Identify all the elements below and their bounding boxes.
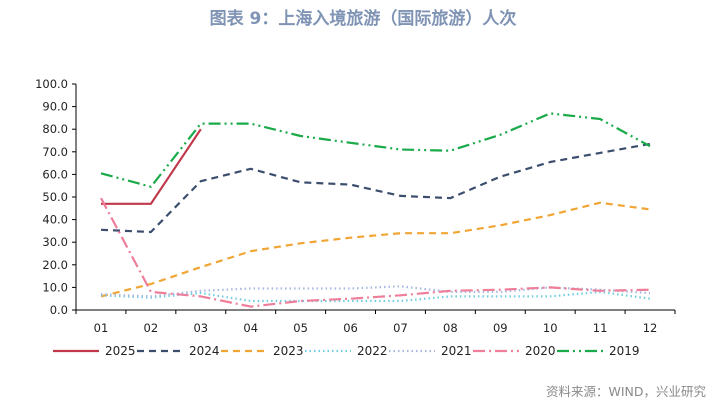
x-tick-label: 09 [493,321,508,335]
series-line-2022 [100,290,651,303]
y-tick-label: 50.0 [42,190,68,204]
y-tick-label: 30.0 [42,235,68,249]
legend-label-2025: 2025 [105,344,136,358]
x-tick-label: 06 [343,321,358,335]
source-note: 资料来源：WIND，兴业研究 [545,384,706,399]
legend-label-2021: 2021 [441,344,472,358]
y-tick-label: 10.0 [42,280,68,294]
x-axis: 01 02 03 04 05 06 07 08 09 10 11 12 [75,309,676,335]
series-line-2025 [101,128,202,205]
x-tick-label: 10 [543,321,558,335]
y-tick-label: 70.0 [42,145,68,159]
legend-label-2024: 2024 [189,344,220,358]
y-tick-label: 0.0 [50,303,68,317]
x-tick-label: 11 [593,321,608,335]
x-tick-label: 05 [293,321,308,335]
series-line-2023 [100,201,651,298]
y-tick-label: 80.0 [42,122,68,136]
x-tick-label: 12 [643,321,658,335]
series-line-2024 [100,142,651,234]
series-line-2020 [100,197,651,308]
y-tick-label: 90.0 [42,100,68,114]
x-tick-label: 07 [393,321,408,335]
x-tick-label: 01 [94,321,109,335]
series-layer [100,112,651,308]
y-tick-label: 100.0 [35,77,68,91]
y-tick-label: 20.0 [42,258,68,272]
legend-label-2022: 2022 [357,344,388,358]
x-tick-label: 08 [443,321,458,335]
legend-label-2019: 2019 [609,344,640,358]
chart-title: 图表 9：上海入境旅游（国际旅游）人次 [209,9,517,29]
series-line-2021 [100,285,651,298]
y-tick-label: 40.0 [42,213,68,227]
x-tick-label: 03 [193,321,208,335]
y-axis: 0.0 10.0 20.0 30.0 40.0 50.0 60.0 70.0 80.0 90.0 1… [35,77,77,317]
x-tick-label: 04 [243,321,258,335]
x-tick-label: 02 [144,321,159,335]
y-tick-label: 60.0 [42,167,68,181]
legend-label-2020: 2020 [525,344,556,358]
series-line-2019 [100,112,651,188]
legend: 2025 2024 2023 2022 2021 2020 2019 [53,344,640,358]
legend-label-2023: 2023 [273,344,304,358]
